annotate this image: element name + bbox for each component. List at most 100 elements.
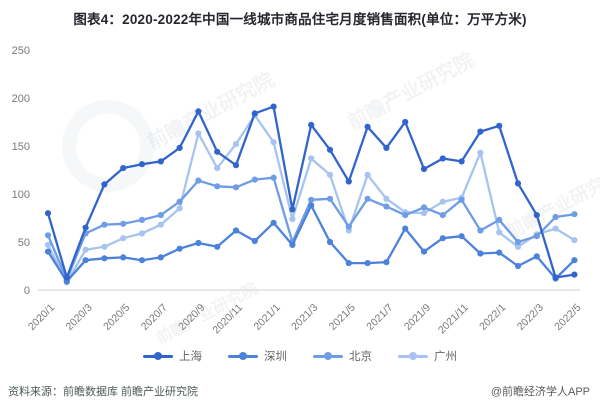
- data-point-上海-2022/1[interactable]: [496, 122, 503, 129]
- data-point-北京-2021/7[interactable]: [383, 203, 390, 210]
- data-point-北京-2020/10[interactable]: [214, 183, 221, 190]
- data-point-深圳-2022/3[interactable]: [533, 253, 540, 260]
- data-point-深圳-2022/1[interactable]: [496, 249, 503, 256]
- data-point-深圳-2021/6[interactable]: [364, 260, 371, 267]
- data-point-上海-2020/5[interactable]: [120, 165, 127, 172]
- legend-item-shenzhen[interactable]: 深圳: [228, 348, 287, 364]
- data-point-上海-2021/10[interactable]: [439, 155, 446, 162]
- data-point-北京-2022/5[interactable]: [571, 211, 578, 218]
- data-point-上海-2020/1[interactable]: [44, 210, 52, 217]
- data-point-北京-2020/1[interactable]: [44, 232, 52, 239]
- data-point-上海-2022/3[interactable]: [533, 212, 540, 219]
- data-point-上海-2021/9[interactable]: [420, 165, 428, 173]
- data-point-上海-2021/4[interactable]: [326, 146, 334, 153]
- data-point-广州-2020/9[interactable]: [195, 130, 202, 137]
- data-point-深圳-2020/6[interactable]: [138, 257, 146, 264]
- data-point-广州-2020/7[interactable]: [157, 221, 164, 228]
- data-point-上海-2022/4[interactable]: [552, 274, 559, 281]
- data-point-深圳-2021/11[interactable]: [458, 233, 465, 240]
- data-point-上海-2021/6[interactable]: [364, 123, 371, 130]
- data-point-北京-2020/11[interactable]: [232, 184, 240, 191]
- data-point-上海-2022/5[interactable]: [571, 271, 578, 278]
- data-point-深圳-2021/8[interactable]: [402, 225, 409, 232]
- data-point-北京-2022/1[interactable]: [496, 216, 503, 223]
- data-point-广州-2020/6[interactable]: [138, 230, 146, 237]
- data-point-广州-2021/9[interactable]: [420, 210, 428, 217]
- data-point-深圳-2020/11[interactable]: [232, 227, 240, 234]
- data-point-北京-2020/9[interactable]: [195, 177, 202, 184]
- data-point-广州-2021/6[interactable]: [364, 171, 371, 178]
- data-point-广州-2021/12[interactable]: [477, 149, 484, 156]
- data-point-深圳-2021/3[interactable]: [308, 202, 315, 209]
- data-point-深圳-2020/9[interactable]: [195, 239, 202, 247]
- data-point-深圳-2020/3[interactable]: [82, 257, 89, 264]
- data-point-广州-2022/5[interactable]: [571, 237, 578, 244]
- data-point-北京-2020/7[interactable]: [157, 212, 164, 219]
- data-point-广州-2020/3[interactable]: [82, 246, 89, 253]
- data-point-北京-2020/12[interactable]: [251, 176, 258, 183]
- legend-item-guangzhou[interactable]: 广州: [398, 348, 457, 364]
- data-point-上海-2021/3[interactable]: [308, 121, 315, 128]
- data-point-北京-2021/1[interactable]: [270, 174, 277, 181]
- data-point-上海-2020/12[interactable]: [251, 110, 258, 117]
- data-point-北京-2021/5[interactable]: [345, 223, 352, 230]
- data-point-北京-2021/4[interactable]: [326, 195, 334, 202]
- data-point-北京-2020/8[interactable]: [176, 198, 183, 205]
- data-point-深圳-2021/9[interactable]: [420, 248, 428, 255]
- data-point-深圳-2021/12[interactable]: [477, 250, 484, 257]
- data-point-广州-2020/1[interactable]: [44, 241, 52, 248]
- data-point-上海-2020/8[interactable]: [176, 144, 183, 151]
- data-point-上海-2020/11[interactable]: [232, 162, 240, 169]
- data-point-上海-2021/11[interactable]: [458, 158, 465, 165]
- data-point-广州-2021/7[interactable]: [383, 195, 390, 202]
- data-point-深圳-2021/2[interactable]: [289, 241, 296, 248]
- data-point-深圳-2020/7[interactable]: [157, 254, 164, 261]
- data-point-广州-2020/4[interactable]: [101, 243, 108, 250]
- data-point-上海-2021/8[interactable]: [402, 118, 409, 126]
- data-point-深圳-2020/1[interactable]: [44, 248, 52, 255]
- data-point-深圳-2020/12[interactable]: [251, 237, 258, 245]
- data-point-上海-2020/4[interactable]: [101, 181, 108, 188]
- data-point-广州-2022/4[interactable]: [552, 225, 559, 232]
- data-point-上海-2021/7[interactable]: [383, 144, 390, 151]
- data-point-北京-2020/6[interactable]: [138, 216, 146, 223]
- data-point-北京-2022/3[interactable]: [533, 233, 540, 240]
- data-point-深圳-2021/5[interactable]: [345, 260, 352, 267]
- data-point-广州-2021/3[interactable]: [308, 155, 315, 162]
- data-point-深圳-2020/8[interactable]: [176, 245, 183, 252]
- legend-item-shanghai[interactable]: 上海: [143, 348, 202, 364]
- data-point-深圳-2020/5[interactable]: [120, 254, 127, 261]
- data-point-广州-2022/1[interactable]: [496, 229, 503, 236]
- data-point-北京-2021/6[interactable]: [364, 195, 371, 202]
- data-point-广州-2020/10[interactable]: [214, 165, 221, 172]
- data-point-深圳-2021/10[interactable]: [439, 235, 446, 242]
- data-point-上海-2022/2[interactable]: [514, 180, 522, 187]
- data-point-上海-2021/1[interactable]: [270, 103, 277, 110]
- data-point-上海-2020/10[interactable]: [214, 148, 221, 155]
- data-point-北京-2021/12[interactable]: [477, 227, 484, 234]
- data-point-北京-2021/10[interactable]: [439, 212, 446, 219]
- data-point-深圳-2022/2[interactable]: [514, 262, 522, 270]
- data-point-上海-2021/12[interactable]: [477, 128, 484, 135]
- data-point-北京-2021/9[interactable]: [420, 204, 428, 211]
- data-point-广州-2021/1[interactable]: [270, 139, 277, 146]
- data-point-广州-2021/2[interactable]: [289, 215, 296, 223]
- data-point-上海-2021/5[interactable]: [345, 178, 352, 185]
- data-point-上海-2020/6[interactable]: [138, 161, 146, 168]
- data-point-北京-2021/11[interactable]: [458, 196, 465, 203]
- data-point-广州-2020/11[interactable]: [232, 141, 240, 148]
- data-point-深圳-2020/10[interactable]: [214, 243, 221, 250]
- data-point-广州-2021/4[interactable]: [326, 171, 334, 178]
- data-point-上海-2020/7[interactable]: [157, 158, 164, 165]
- data-point-上海-2021/2[interactable]: [289, 206, 296, 213]
- data-point-深圳-2021/7[interactable]: [383, 259, 390, 266]
- legend-item-beijing[interactable]: 北京: [313, 348, 372, 364]
- data-point-深圳-2021/1[interactable]: [270, 219, 277, 226]
- data-point-北京-2020/5[interactable]: [120, 220, 127, 227]
- data-point-深圳-2022/5[interactable]: [571, 257, 578, 264]
- data-point-广州-2022/2[interactable]: [514, 243, 522, 250]
- data-point-北京-2021/3[interactable]: [308, 196, 315, 203]
- data-point-北京-2022/4[interactable]: [552, 213, 559, 221]
- data-point-上海-2020/2[interactable]: [63, 274, 70, 281]
- data-point-北京-2020/4[interactable]: [101, 221, 108, 228]
